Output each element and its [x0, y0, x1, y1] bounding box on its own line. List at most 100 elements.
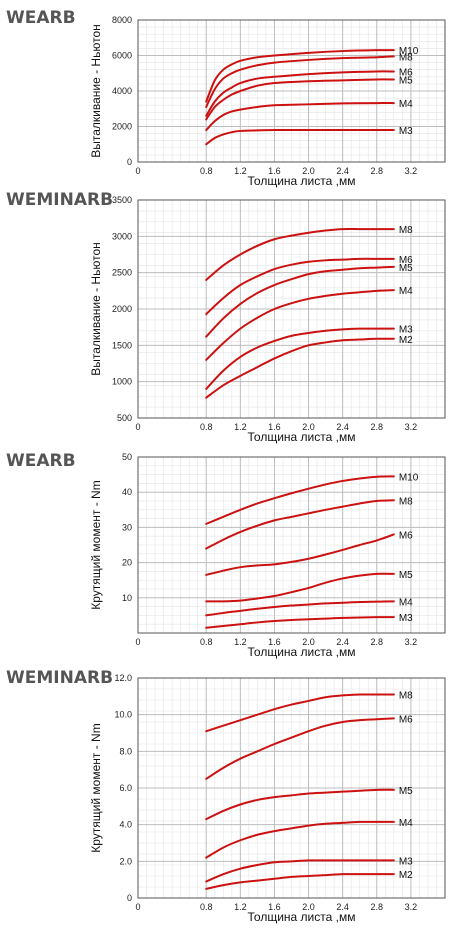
y-tick-label: 30 — [122, 522, 132, 532]
series-label-m6: M6 — [399, 714, 413, 725]
series-label-m3: M3 — [399, 325, 413, 336]
x-tick-label: 1.2 — [234, 166, 247, 176]
series-line-m8 — [205, 227, 395, 281]
series-line-m5 — [205, 572, 395, 603]
y-tick-label: 1500 — [112, 340, 132, 350]
y-tick-label: 8000 — [112, 15, 132, 25]
y-tick-label: 0 — [127, 893, 132, 903]
y-tick-label: 2.0 — [119, 856, 132, 866]
x-tick-label: 0 — [135, 166, 140, 176]
x-tick-label: 2.8 — [371, 166, 384, 176]
y-tick-label: 1000 — [112, 377, 132, 387]
y-axis-label: Крутящий момент - Nm — [89, 480, 103, 609]
series-line-m6 — [205, 533, 395, 576]
y-axis-label: Крутящий момент - Nm — [89, 723, 103, 852]
x-tick-label: 2.8 — [371, 902, 384, 912]
chart-panel-1: WEARB 0 0.8 1.2 1.6 2.0 2.4 2.8 3.2 0 2000 4000 600… — [0, 0, 452, 198]
y-tick-label: 10.0 — [114, 710, 132, 720]
y-tick-label: 20 — [122, 558, 132, 568]
x-tick-label: 2.0 — [302, 166, 315, 176]
x-tick-label: 1.2 — [234, 422, 247, 432]
chart-title: WEMINARB — [6, 190, 114, 210]
series-label-m4: M4 — [399, 597, 413, 608]
y-tick-label: 500 — [117, 413, 132, 423]
series-label-m3: M3 — [399, 126, 413, 137]
series-label-m10: M10 — [399, 46, 419, 57]
x-tick-label: 3.2 — [405, 422, 418, 432]
y-tick-label: 0 — [127, 157, 132, 167]
x-tick-label: 1.2 — [234, 637, 247, 647]
x-tick-label: 3.2 — [405, 166, 418, 176]
series-label-m5: M5 — [399, 786, 413, 797]
y-tick-label: 40 — [122, 487, 132, 497]
series-line-m10 — [205, 475, 395, 525]
x-tick-label: 0.8 — [200, 902, 213, 912]
series-label-m5: M5 — [399, 263, 413, 274]
series-line-m3 — [205, 129, 395, 146]
series-label-m2: M2 — [399, 870, 413, 881]
chart-panel-3: WEARB 0 0.8 1.2 1.6 2.0 2.4 2.8 3.2 10 20 30 40 50 M1… — [0, 447, 452, 669]
series-label-m2: M2 — [399, 335, 413, 346]
chart-svg: 0 0.8 1.2 1.6 2.0 2.4 2.8 3.2 0 2.0 4.0 6.0 8.0 10.0 1… — [89, 673, 446, 924]
series-label-m6: M6 — [399, 530, 413, 541]
y-tick-label: 2000 — [112, 304, 132, 314]
x-axis-label: Толщина листа ,мм — [248, 174, 356, 188]
series-line-m4 — [205, 820, 395, 859]
x-tick-label: 2.4 — [336, 422, 349, 432]
x-tick-label: 1.6 — [268, 422, 281, 432]
plot-frame — [137, 19, 446, 163]
x-tick-label: 0.8 — [200, 637, 213, 647]
chart-svg: 0 0.8 1.2 1.6 2.0 2.4 2.8 3.2 10 20 30 40 50 M10 M8 M6 M… — [89, 452, 446, 659]
series-label-m10: M10 — [399, 472, 419, 483]
y-tick-label: 12.0 — [114, 673, 132, 683]
series-line-m8 — [205, 693, 395, 733]
series-label-m3: M3 — [399, 613, 413, 624]
series-line-m6 — [205, 70, 395, 117]
chart-svg: 0 0.8 1.2 1.6 2.0 2.4 2.8 3.2 500 1000 1500 2000 250… — [89, 195, 446, 444]
plot-frame — [137, 199, 446, 419]
chart-panel-4: WEMINARB 0 0.8 1.2 1.6 2.0 2.4 2.8 3.2 0 2.0 4.0 6.… — [0, 668, 452, 929]
y-tick-label: 3500 — [112, 195, 132, 205]
y-tick-label: 6000 — [112, 51, 132, 61]
y-tick-label: 2500 — [112, 268, 132, 278]
series-label-m8: M8 — [399, 52, 413, 63]
chart-svg: 0 0.8 1.2 1.6 2.0 2.4 2.8 3.2 0 2000 4000 6000 8000 M… — [89, 15, 446, 188]
series-label-m4: M4 — [399, 99, 413, 110]
x-tick-label: 0.8 — [200, 166, 213, 176]
x-tick-label: 2.8 — [371, 637, 384, 647]
x-tick-label: 1.6 — [268, 166, 281, 176]
y-tick-label: 6.0 — [119, 783, 132, 793]
series-label-m4: M4 — [399, 818, 413, 829]
x-tick-label: 2.4 — [336, 637, 349, 647]
y-tick-label: 4000 — [112, 86, 132, 96]
series-line-m10 — [205, 49, 395, 103]
x-tick-label: 0 — [135, 902, 140, 912]
y-axis-label: Выталкивание - Ньютон — [89, 24, 103, 158]
series-line-m3 — [205, 616, 395, 629]
series-label-m4: M4 — [399, 286, 413, 297]
x-tick-label: 2.0 — [302, 637, 315, 647]
y-tick-label: 10 — [122, 593, 132, 603]
y-tick-label: 3000 — [112, 231, 132, 241]
series-line-m5 — [205, 788, 395, 821]
y-tick-label: 50 — [122, 452, 132, 462]
plot-frame — [137, 677, 446, 899]
x-tick-label: 1.6 — [268, 637, 281, 647]
series-line-m4 — [205, 102, 395, 132]
x-tick-label: 0.8 — [200, 422, 213, 432]
series-label-m5: M5 — [399, 75, 413, 86]
x-axis-label: Толщина листа ,мм — [248, 645, 356, 659]
x-tick-label: 0 — [135, 637, 140, 647]
series-line-m6 — [205, 717, 395, 780]
series-label-m5: M5 — [399, 570, 413, 581]
x-tick-label: 3.2 — [405, 637, 418, 647]
x-tick-label: 2.0 — [302, 902, 315, 912]
plot-frame — [137, 456, 446, 634]
series-line-m5 — [205, 265, 395, 338]
series-line-m3 — [205, 327, 395, 390]
x-tick-label: 2.8 — [371, 422, 384, 432]
x-tick-label: 1.2 — [234, 902, 247, 912]
series-line-m8 — [205, 499, 395, 550]
series-label-m3: M3 — [399, 856, 413, 867]
x-axis-label: Толщина листа ,мм — [248, 430, 356, 444]
